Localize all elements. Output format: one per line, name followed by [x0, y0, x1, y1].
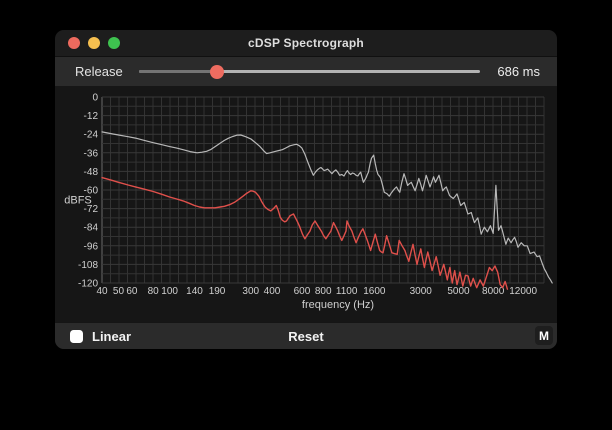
- minimize-button[interactable]: [88, 37, 100, 49]
- traffic-lights: [68, 30, 120, 56]
- title-bar[interactable]: cDSP Spectrograph: [55, 30, 557, 57]
- y-tick-label: -24: [84, 130, 99, 141]
- release-label: Release: [75, 64, 123, 79]
- slider-knob[interactable]: [210, 64, 225, 79]
- x-tick-label: 60: [126, 286, 138, 297]
- release-toolbar: Release 686 ms: [55, 57, 557, 86]
- y-tick-label: 0: [92, 93, 98, 104]
- y-tick-label: -108: [78, 260, 98, 271]
- x-tick-label: 5000: [447, 286, 470, 297]
- x-tick-label: 3000: [410, 286, 433, 297]
- x-axis-title: frequency (Hz): [302, 299, 374, 311]
- output-spectrum-line: [101, 176, 509, 290]
- input-spectrum-line: [101, 131, 553, 284]
- x-tick-label: 8000: [482, 286, 505, 297]
- release-value: 686 ms: [497, 64, 540, 79]
- x-tick-label: 100: [161, 286, 178, 297]
- x-tick-label: 12000: [509, 286, 537, 297]
- x-tick-label: 50: [113, 286, 125, 297]
- x-tick-label: 400: [264, 286, 281, 297]
- x-tick-label: 140: [186, 286, 203, 297]
- zoom-button[interactable]: [108, 37, 120, 49]
- footer-bar: Linear Reset M: [55, 322, 557, 349]
- x-tick-label: 190: [209, 286, 226, 297]
- release-slider[interactable]: [138, 64, 480, 79]
- linear-checkbox[interactable]: [70, 329, 83, 343]
- y-tick-label: -48: [84, 167, 99, 178]
- x-tick-label: 800: [315, 286, 332, 297]
- app-window: cDSP Spectrograph Release 686 ms 0 -12 -24…: [55, 30, 557, 349]
- y-tick-label: -36: [84, 148, 99, 159]
- reset-button[interactable]: Reset: [288, 328, 324, 344]
- monitor-button[interactable]: M: [535, 326, 553, 345]
- y-tick-label: -60: [84, 186, 99, 197]
- y-tick-label: -12: [84, 111, 99, 122]
- window-title: cDSP Spectrograph: [248, 36, 364, 50]
- y-tick-label: -84: [84, 223, 99, 234]
- x-tick-label: 1100: [336, 286, 358, 297]
- close-button[interactable]: [68, 37, 80, 49]
- spectrograph-plot: 0 -12 -24 -36 -48 -60 -72 -84 -96 -108 -120 40 50 60 8…: [55, 86, 557, 322]
- y-tick-label: -120: [78, 279, 98, 290]
- slider-track-fill: [138, 70, 218, 73]
- x-tick-label: 40: [96, 286, 108, 297]
- y-tick-label: -96: [84, 241, 99, 252]
- x-tick-label: 1600: [363, 286, 386, 297]
- slider-track[interactable]: [138, 70, 480, 73]
- x-tick-label: 80: [148, 286, 160, 297]
- y-axis-title: dBFS: [64, 194, 92, 206]
- linear-label: Linear: [92, 328, 132, 344]
- y-tick-label: -72: [84, 204, 99, 215]
- x-tick-label: 300: [242, 286, 259, 297]
- x-tick-label: 600: [294, 286, 311, 297]
